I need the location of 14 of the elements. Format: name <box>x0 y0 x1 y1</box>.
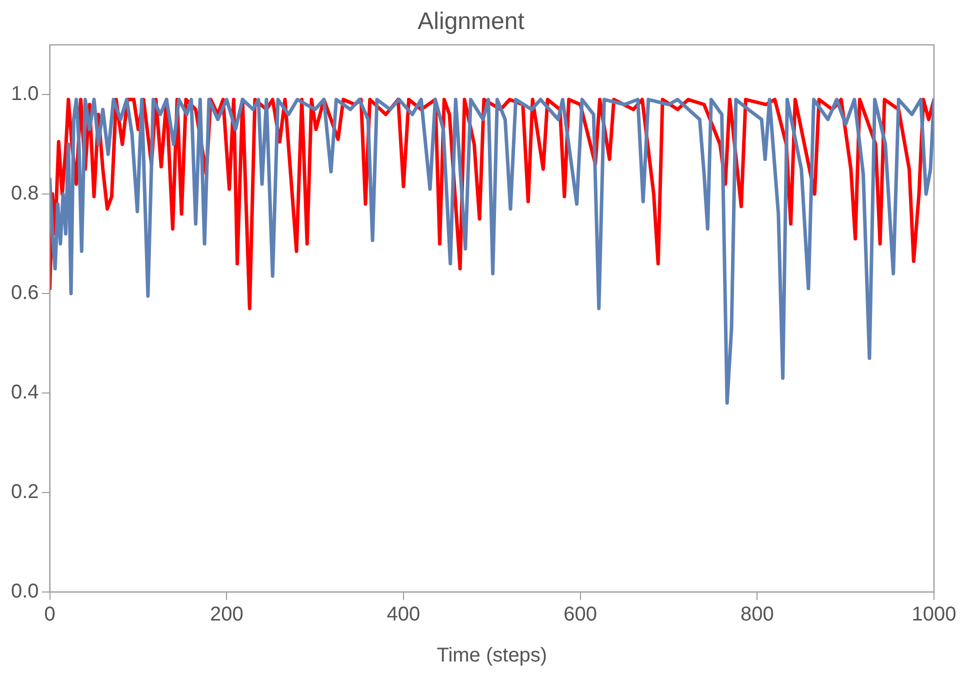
x-tick-label: 600 <box>564 604 598 626</box>
x-tick-label: 800 <box>740 604 774 626</box>
y-tick-label: 0.4 <box>10 382 39 404</box>
y-tick-label: 1.0 <box>10 83 39 106</box>
y-tick-label: 0.0 <box>10 580 39 603</box>
y-tick-label: 0.6 <box>10 282 39 304</box>
y-tick-label: 0.2 <box>10 481 39 504</box>
x-axis-title: Time (steps) <box>436 644 548 667</box>
x-tick-label: 400 <box>386 604 420 626</box>
x-tick-label: 0 <box>44 604 56 626</box>
y-tick-label: 0.8 <box>10 182 39 205</box>
x-tick-label: 1000 <box>912 604 956 626</box>
x-tick-label: 200 <box>210 604 244 626</box>
chart-title: Alignment <box>418 8 525 36</box>
